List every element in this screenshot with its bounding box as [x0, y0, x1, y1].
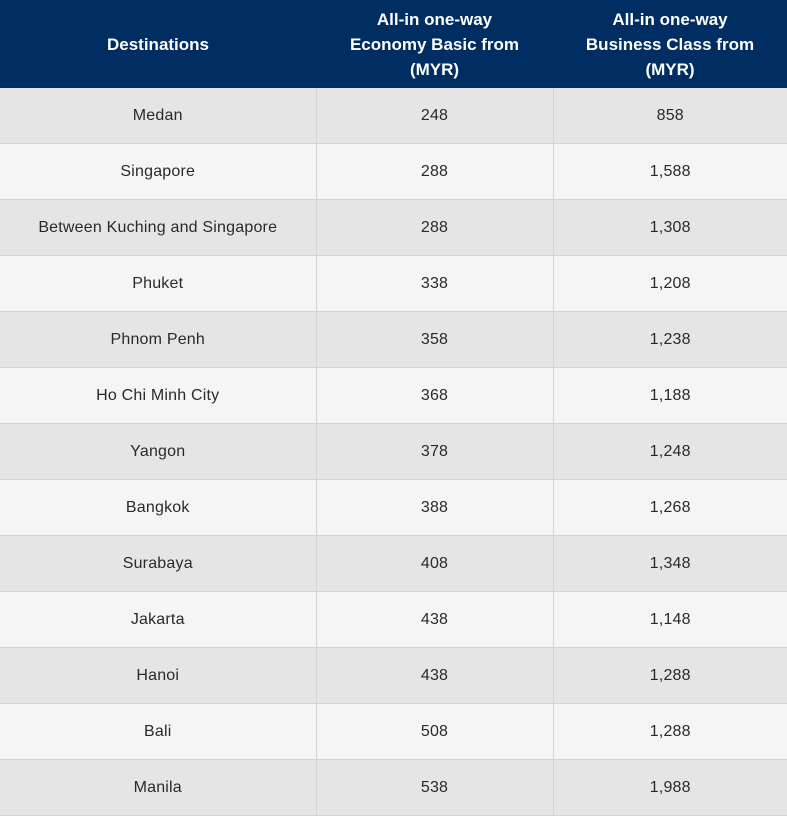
business-class-price-cell: 1,348	[553, 535, 787, 592]
destination-cell: Between Kuching and Singapore	[0, 199, 317, 256]
table-row: Bangkok 388 1,268	[0, 479, 787, 536]
table-row: Manila 538 1,988	[0, 759, 787, 816]
header-economy-line-2: Economy Basic from	[349, 34, 520, 54]
destination-cell: Hanoi	[0, 647, 317, 704]
header-economy-basic: All-in one-way Economy Basic from (MYR)	[316, 0, 553, 88]
business-class-price-cell: 1,238	[553, 311, 787, 368]
table-body: Medan 248 858 Singapore 288 1,588 Between Kuch…	[0, 88, 787, 816]
destination-cell: Bali	[0, 703, 317, 760]
header-business-line-1: All-in one-way	[612, 9, 728, 29]
table-row: Between Kuching and Singapore 288 1,308	[0, 199, 787, 256]
economy-basic-price-cell: 368	[316, 367, 554, 424]
table-header: Destinations All-in one-way Economy Basi…	[0, 0, 787, 88]
table-row: Phnom Penh 358 1,238	[0, 311, 787, 368]
table-row: Ho Chi Minh City 368 1,188	[0, 367, 787, 424]
destination-cell: Jakarta	[0, 591, 317, 648]
economy-basic-price-cell: 378	[316, 423, 554, 480]
header-destinations-line: Destinations	[106, 34, 210, 54]
header-row: Destinations All-in one-way Economy Basi…	[0, 0, 787, 88]
economy-basic-price-cell: 408	[316, 535, 554, 592]
header-economy-line-3: (MYR)	[409, 59, 460, 79]
destination-cell: Bangkok	[0, 479, 317, 536]
destination-cell: Medan	[0, 88, 317, 144]
business-class-price-cell: 1,188	[553, 367, 787, 424]
table-row: Yangon 378 1,248	[0, 423, 787, 480]
business-class-price-cell: 1,208	[553, 255, 787, 312]
business-class-price-cell: 1,988	[553, 759, 787, 816]
header-destinations: Destinations	[0, 0, 316, 88]
header-business-line-3: (MYR)	[645, 59, 695, 79]
header-business-class: All-in one-way Business Class from (MYR)	[553, 0, 787, 88]
table-row: Jakarta 438 1,148	[0, 591, 787, 648]
destination-cell: Ho Chi Minh City	[0, 367, 317, 424]
business-class-price-cell: 858	[553, 88, 787, 144]
business-class-price-cell: 1,148	[553, 591, 787, 648]
economy-basic-price-cell: 358	[316, 311, 554, 368]
business-class-price-cell: 1,248	[553, 423, 787, 480]
economy-basic-price-cell: 438	[316, 591, 554, 648]
economy-basic-price-cell: 248	[316, 88, 554, 144]
economy-basic-price-cell: 388	[316, 479, 554, 536]
table-row: Surabaya 408 1,348	[0, 535, 787, 592]
economy-basic-price-cell: 508	[316, 703, 554, 760]
destination-cell: Yangon	[0, 423, 317, 480]
business-class-price-cell: 1,288	[553, 703, 787, 760]
table-row: Hanoi 438 1,288	[0, 647, 787, 704]
header-business-line-2: Business Class from	[585, 34, 755, 54]
economy-basic-price-cell: 338	[316, 255, 554, 312]
table-row: Singapore 288 1,588	[0, 143, 787, 200]
economy-basic-price-cell: 438	[316, 647, 554, 704]
table-row: Bali 508 1,288	[0, 703, 787, 760]
table-row: Medan 248 858	[0, 88, 787, 144]
destination-cell: Phnom Penh	[0, 311, 317, 368]
economy-basic-price-cell: 288	[316, 199, 554, 256]
destination-cell: Singapore	[0, 143, 317, 200]
destination-cell: Surabaya	[0, 535, 317, 592]
economy-basic-price-cell: 288	[316, 143, 554, 200]
economy-basic-price-cell: 538	[316, 759, 554, 816]
header-economy-line-1: All-in one-way	[376, 9, 493, 29]
business-class-price-cell: 1,588	[553, 143, 787, 200]
business-class-price-cell: 1,308	[553, 199, 787, 256]
destination-cell: Manila	[0, 759, 317, 816]
destination-cell: Phuket	[0, 255, 317, 312]
business-class-price-cell: 1,268	[553, 479, 787, 536]
business-class-price-cell: 1,288	[553, 647, 787, 704]
table-row: Phuket 338 1,208	[0, 255, 787, 312]
